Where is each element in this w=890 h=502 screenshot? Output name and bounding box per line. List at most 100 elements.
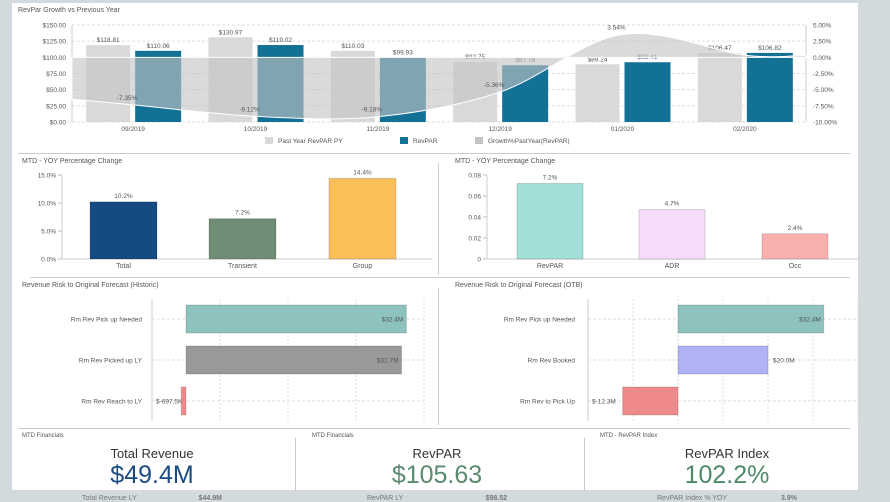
data-label: $110.03 bbox=[341, 43, 364, 50]
x-tick-label: 09/2019 bbox=[121, 126, 145, 133]
bar-past-year-revpar bbox=[575, 64, 620, 122]
divider bbox=[438, 163, 439, 275]
x-tick-label: ADR bbox=[665, 263, 680, 270]
y-tick-label: $50.00 bbox=[46, 87, 66, 94]
y2-tick-label: -7.50% bbox=[813, 103, 834, 110]
bar-rm-rev-to-pick-up bbox=[622, 386, 679, 416]
legend-label: RevPAR bbox=[413, 138, 438, 145]
y-tick-label: $0.00 bbox=[50, 120, 67, 127]
bar-group bbox=[328, 177, 397, 260]
data-label: $32.4M bbox=[382, 317, 404, 324]
kpi-sub-label: RevPAR Index % YOY bbox=[657, 495, 728, 502]
bar-revpar bbox=[746, 52, 793, 122]
data-label: $-697.5K bbox=[156, 399, 183, 406]
data-label: $99.93 bbox=[393, 49, 413, 56]
y2-tick-label: 2.50% bbox=[813, 39, 832, 46]
data-label: 10.2% bbox=[114, 193, 133, 200]
data-label: $118.81 bbox=[97, 37, 120, 44]
y-tick-label: $125.00 bbox=[43, 39, 67, 46]
y-category-label: Rm Rev Picked up LY bbox=[79, 358, 143, 365]
y2-tick-label: 5.00% bbox=[813, 23, 832, 30]
divider bbox=[18, 153, 850, 154]
y-tick-label: 0.02 bbox=[468, 236, 481, 243]
y-tick-label: 5.0% bbox=[41, 229, 56, 236]
bar-rm-rev-reach-to-ly bbox=[180, 386, 187, 416]
kpi-sub-label: Total Revenue LY bbox=[82, 495, 137, 502]
bar-revpar bbox=[624, 62, 671, 122]
divider bbox=[584, 438, 585, 490]
y-category-label: Rm Rev Booked bbox=[528, 358, 576, 365]
growth-label: 3.54% bbox=[607, 24, 626, 31]
y-tick-label: 0.04 bbox=[468, 215, 481, 222]
kpi-label: RevPAR bbox=[412, 446, 462, 461]
data-label: 2.4% bbox=[788, 225, 803, 232]
bar-rm-rev-pick-up-needed bbox=[185, 304, 407, 334]
data-label: 7.2% bbox=[543, 174, 558, 181]
kpi-section-title: MTD Financials bbox=[312, 433, 354, 439]
legend-label: Past Year RevPAR PY bbox=[278, 138, 343, 145]
data-label: $31.7M bbox=[377, 358, 399, 365]
kpi-label: Total Revenue bbox=[110, 446, 194, 461]
x-tick-label: 12/2019 bbox=[488, 126, 512, 133]
kpi-sub-value: 3.9% bbox=[781, 495, 797, 502]
y-category-label: Rm Rev Pick up Needed bbox=[71, 317, 143, 324]
bar-rm-rev-picked-up-ly bbox=[185, 345, 403, 375]
kpi-section-title: MTD Financials bbox=[22, 433, 64, 439]
data-label: $130.97 bbox=[219, 29, 243, 36]
kpi-value: 102.2% bbox=[684, 461, 770, 489]
data-label: 4.7% bbox=[665, 201, 680, 208]
kpi-label: RevPAR Index bbox=[684, 446, 770, 461]
data-label: $106.47 bbox=[708, 45, 732, 52]
y-category-label: Rm Rev Reach to LY bbox=[81, 399, 142, 406]
growth-label: -5.36% bbox=[484, 82, 505, 89]
growth-label: -9.18% bbox=[362, 107, 383, 114]
divider bbox=[438, 288, 439, 425]
x-tick-label: 11/2019 bbox=[366, 126, 389, 133]
x-tick-label: 10/2019 bbox=[244, 126, 268, 133]
yoy-segment-title: MTD - YOY Percentage Change bbox=[22, 158, 123, 165]
data-label: $20.0M bbox=[773, 358, 795, 365]
x-tick-label: Occ bbox=[789, 263, 802, 270]
kpi-revpar: RevPAR $105.63 RevPAR LY $98.52 bbox=[337, 446, 537, 502]
growth-label: -7.35% bbox=[117, 95, 138, 102]
growth-label: -9.12% bbox=[239, 106, 260, 113]
y-tick-label: $25.00 bbox=[46, 103, 66, 110]
kpi-revpar-index: RevPAR Index 102.2% RevPAR Index % YOY 3.… bbox=[627, 446, 827, 502]
bar-revpar bbox=[516, 182, 584, 260]
growth-area bbox=[71, 32, 807, 120]
data-label: 7.2% bbox=[235, 210, 250, 217]
y-category-label: Rm Rev Pick up Needed bbox=[504, 317, 576, 324]
y-category-label: Rm Rev to Pick Up bbox=[520, 399, 575, 406]
data-label: $106.82 bbox=[758, 45, 782, 52]
y-tick-label: 0.0% bbox=[41, 257, 56, 264]
legend-label: Growth%PastYear(RevPAR) bbox=[488, 138, 570, 145]
data-label: $89.24 bbox=[588, 56, 608, 63]
bar-transient bbox=[208, 218, 277, 260]
kpi-sub-value: $44.9M bbox=[198, 495, 222, 502]
bar-rm-rev-booked bbox=[677, 345, 769, 375]
y2-tick-label: 0.00% bbox=[813, 55, 832, 62]
x-tick-label: Transient bbox=[228, 263, 257, 270]
bar-rm-rev-pick-up-needed bbox=[677, 304, 825, 334]
divider bbox=[30, 277, 850, 278]
y-tick-label: 10.0% bbox=[38, 201, 57, 208]
kpi-total-revenue: Total Revenue $49.4M Total Revenue LY $44… bbox=[52, 446, 252, 502]
bar-past-year-revpar bbox=[697, 53, 742, 122]
y-tick-label: $75.00 bbox=[46, 71, 66, 78]
risk-historic-title: Revenue Risk to Original Forecast (Histo… bbox=[22, 282, 159, 289]
revpar-growth-title: RevPar Growth vs Previous Year bbox=[18, 7, 120, 14]
x-tick-label: Group bbox=[353, 263, 373, 270]
y-tick-label: 15.0% bbox=[38, 173, 57, 180]
divider bbox=[18, 428, 850, 429]
kpi-sub-label: RevPAR LY bbox=[367, 495, 404, 502]
kpi-value: $105.63 bbox=[391, 461, 483, 489]
y-tick-label: $100.00 bbox=[43, 55, 67, 62]
data-label: $110.06 bbox=[147, 43, 170, 50]
x-tick-label: 02/2020 bbox=[733, 126, 757, 133]
legend-swatch bbox=[475, 137, 483, 144]
y-tick-label: 0.08 bbox=[468, 173, 481, 180]
legend-swatch bbox=[400, 137, 408, 144]
y2-tick-label: -10.00% bbox=[813, 120, 837, 127]
risk-otb-title: Revenue Risk to Original Forecast (OTB) bbox=[455, 282, 583, 289]
